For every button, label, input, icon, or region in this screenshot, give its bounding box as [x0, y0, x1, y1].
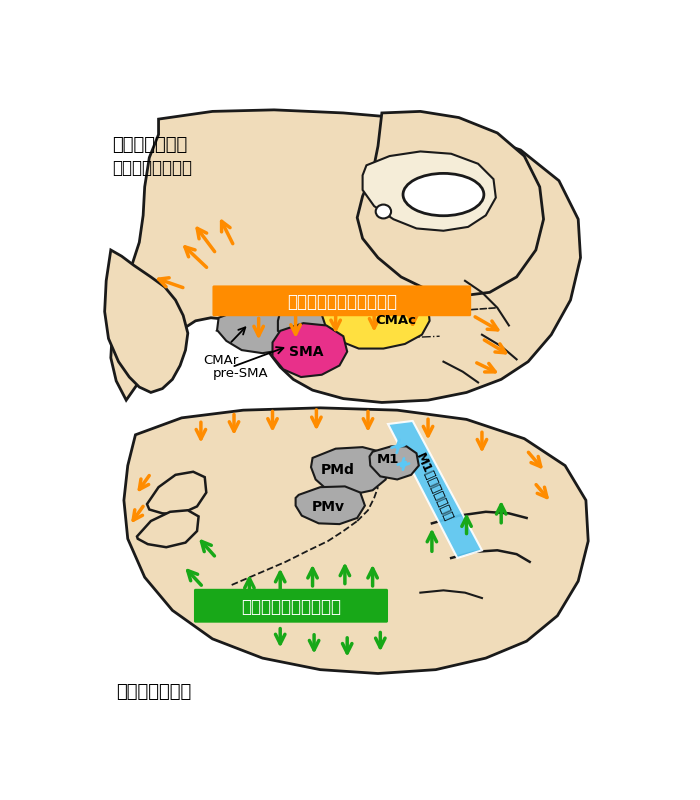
FancyBboxPatch shape	[194, 589, 388, 622]
Text: CMAr: CMAr	[203, 354, 239, 367]
Polygon shape	[217, 308, 303, 353]
Text: （上下逆に示す）: （上下逆に示す）	[112, 159, 192, 177]
Text: 島皮質グラデーション: 島皮質グラデーション	[241, 598, 341, 616]
Text: M1グラデーション: M1グラデーション	[413, 451, 455, 523]
FancyBboxPatch shape	[213, 286, 471, 316]
Polygon shape	[105, 250, 188, 393]
Polygon shape	[311, 447, 388, 495]
Text: 帯状皮質グラデーション: 帯状皮質グラデーション	[287, 294, 397, 311]
Polygon shape	[278, 304, 349, 347]
Text: M1: M1	[377, 453, 399, 466]
Polygon shape	[363, 151, 496, 230]
Text: CMAc: CMAc	[376, 314, 416, 327]
Polygon shape	[295, 486, 365, 524]
Polygon shape	[124, 408, 588, 674]
Text: SMA: SMA	[289, 345, 323, 358]
Polygon shape	[322, 293, 430, 349]
Polygon shape	[388, 421, 482, 558]
Polygon shape	[357, 111, 543, 296]
Polygon shape	[147, 472, 206, 514]
Polygon shape	[370, 446, 419, 479]
Text: PMv: PMv	[312, 500, 344, 514]
Polygon shape	[111, 110, 580, 402]
Text: 大脳皮質内側面: 大脳皮質内側面	[112, 136, 188, 154]
Polygon shape	[137, 510, 199, 547]
Text: PMd: PMd	[321, 463, 354, 478]
Polygon shape	[272, 323, 347, 377]
Text: pre-SMA: pre-SMA	[213, 367, 268, 380]
Text: 大脳皮質外側面: 大脳皮質外側面	[116, 682, 191, 701]
Ellipse shape	[376, 205, 391, 218]
Ellipse shape	[403, 174, 484, 216]
